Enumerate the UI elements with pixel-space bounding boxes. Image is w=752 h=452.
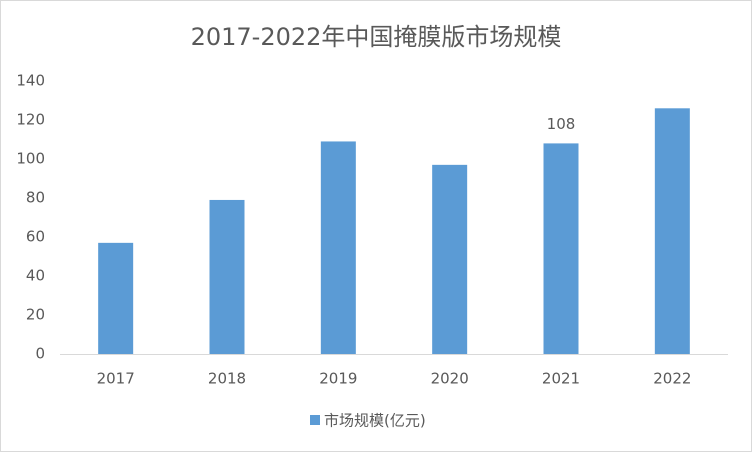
bar — [209, 199, 245, 354]
y-tick-label: 120 — [16, 111, 45, 129]
bar — [654, 108, 690, 354]
bar — [543, 143, 579, 354]
data-label: 108 — [547, 115, 576, 133]
x-tick-label: 2022 — [653, 370, 691, 388]
x-tick-label: 2018 — [208, 370, 246, 388]
y-tick-label: 40 — [26, 267, 45, 285]
x-tick-label: 2021 — [542, 370, 580, 388]
y-tick-label: 60 — [26, 228, 45, 246]
legend-swatch — [310, 415, 320, 425]
x-tick-label: 2019 — [319, 370, 357, 388]
bar — [432, 164, 468, 354]
y-tick-label: 0 — [35, 345, 45, 363]
bar — [98, 242, 134, 354]
x-tick-label: 2017 — [97, 370, 135, 388]
y-tick-label: 100 — [16, 150, 45, 168]
bar — [320, 141, 356, 354]
y-tick-label: 140 — [16, 72, 45, 90]
y-tick-label: 80 — [26, 189, 45, 207]
y-tick-label: 20 — [26, 306, 45, 324]
chart-title: 2017-2022年中国掩膜版市场规模 — [191, 23, 562, 51]
x-tick-label: 2020 — [431, 370, 469, 388]
legend-label: 市场规模(亿元) — [324, 412, 426, 430]
